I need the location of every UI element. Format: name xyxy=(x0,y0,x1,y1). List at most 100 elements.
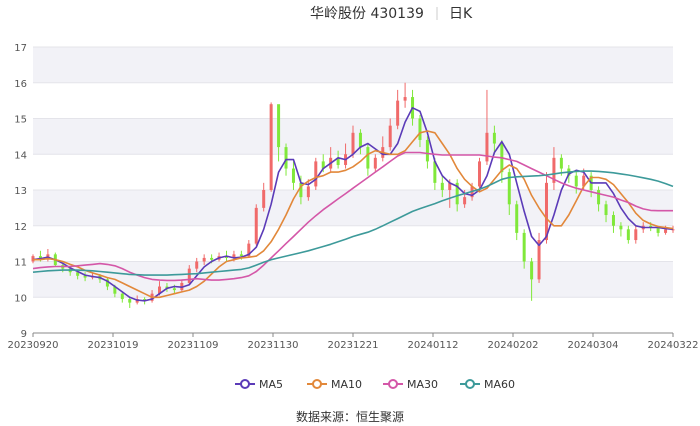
candle-body xyxy=(321,161,325,169)
candle-body xyxy=(76,272,80,276)
y-tick-label: 15 xyxy=(14,115,27,126)
grid-band xyxy=(33,47,673,83)
candle-body xyxy=(455,182,459,205)
candle-body xyxy=(388,125,392,148)
candle-body xyxy=(626,229,630,241)
candle-body xyxy=(143,299,147,301)
chart-title-period: 日K xyxy=(449,6,473,22)
candle-body xyxy=(671,229,675,231)
y-tick-label: 16 xyxy=(14,79,27,90)
candle-body xyxy=(433,161,437,183)
legend-label: MA60 xyxy=(484,378,515,391)
candle-body xyxy=(284,147,288,169)
x-tick-label: 20230920 xyxy=(8,340,59,351)
candle-body xyxy=(262,190,266,208)
candle-body xyxy=(403,97,407,101)
candle-body xyxy=(195,261,199,269)
candle-body xyxy=(224,256,228,258)
candle-body xyxy=(83,275,87,278)
candle-body xyxy=(492,132,496,144)
candle-body xyxy=(306,186,310,198)
candle-body xyxy=(202,257,206,262)
data-source: 数据来源： 恒生聚源 xyxy=(296,409,404,424)
candle-body xyxy=(515,204,519,233)
candle-body xyxy=(537,240,541,280)
candle-body xyxy=(165,286,169,289)
grid-band xyxy=(33,190,673,226)
ma-line-ma30 xyxy=(32,151,673,282)
candle-body xyxy=(656,227,660,233)
legend[interactable]: MA5 MA10 MA30 MA60 xyxy=(235,378,515,391)
candle-body xyxy=(619,225,623,230)
legend-swatch-marker xyxy=(240,379,250,389)
candle-body xyxy=(239,254,243,257)
grid-band xyxy=(33,261,673,298)
x-tick-label: 20231221 xyxy=(328,340,379,351)
candle-body xyxy=(649,225,653,228)
y-tick-label: 14 xyxy=(14,150,27,161)
legend-swatch-marker xyxy=(388,379,398,389)
chart-title: 华岭股份 430139 日K xyxy=(310,6,473,22)
candle-body xyxy=(373,157,377,169)
candle-body xyxy=(31,256,35,262)
x-axis: 20230920 20231019 20231109 20231130 20231221… xyxy=(8,332,699,351)
grid-band xyxy=(33,82,673,119)
candle-body xyxy=(120,293,124,300)
candle-body xyxy=(254,207,258,244)
y-tick-label: 13 xyxy=(14,186,27,197)
grid-band xyxy=(33,225,673,262)
candle-body xyxy=(336,157,340,165)
x-tick-label: 20231130 xyxy=(248,340,299,351)
chart-title-stock: 华岭股份 430139 xyxy=(310,6,424,22)
grid-bands xyxy=(33,46,673,334)
candle-body xyxy=(358,132,362,148)
candle-body xyxy=(463,197,467,205)
candle-body xyxy=(530,261,534,280)
x-tick-label: 20240304 xyxy=(568,340,619,351)
candle-body xyxy=(291,168,295,183)
legend-label: MA30 xyxy=(407,378,438,391)
candle-body xyxy=(425,139,429,162)
candle-body xyxy=(522,232,526,262)
candle-body xyxy=(507,172,511,205)
candle-body xyxy=(582,175,586,187)
legend-swatch-marker xyxy=(465,379,475,389)
candle-body xyxy=(210,257,214,260)
y-tick-label: 12 xyxy=(14,222,27,233)
candle-body xyxy=(247,243,251,257)
candle-body xyxy=(269,104,273,190)
candle-body xyxy=(277,104,281,148)
candle-body xyxy=(396,100,400,126)
legend-item-ma10[interactable]: MA10 xyxy=(307,378,362,391)
candle-body xyxy=(634,229,638,241)
grid-band xyxy=(33,297,673,333)
source-label: 数据来源： xyxy=(296,409,356,424)
source-name: 恒生聚源 xyxy=(356,410,404,424)
candle-body xyxy=(366,147,370,169)
candle-body xyxy=(314,161,318,187)
ma-line-ma60 xyxy=(32,170,674,276)
candle-body xyxy=(158,286,162,294)
candle-body xyxy=(604,204,608,216)
candle-body xyxy=(113,286,117,294)
ma-line-ma5 xyxy=(32,107,674,302)
candle-body xyxy=(597,190,601,205)
x-tick-label: 20240112 xyxy=(408,340,459,351)
candle-body xyxy=(559,157,563,169)
y-tick-label: 11 xyxy=(14,258,27,269)
candle-body xyxy=(105,279,109,287)
legend-item-ma60[interactable]: MA60 xyxy=(460,378,515,391)
legend-item-ma5[interactable]: MA5 xyxy=(235,378,283,391)
legend-label: MA10 xyxy=(331,378,362,391)
candle-body xyxy=(418,118,422,140)
x-tick-label: 20240322 xyxy=(648,340,699,351)
candle-body xyxy=(232,254,236,258)
candle-body xyxy=(485,132,489,162)
legend-swatch-marker xyxy=(312,379,322,389)
legend-item-ma30[interactable]: MA30 xyxy=(383,378,438,391)
candle-body xyxy=(574,175,578,187)
candle-body xyxy=(440,182,444,190)
x-tick-label: 20231109 xyxy=(168,340,219,351)
ma-line-ma10 xyxy=(33,130,674,299)
